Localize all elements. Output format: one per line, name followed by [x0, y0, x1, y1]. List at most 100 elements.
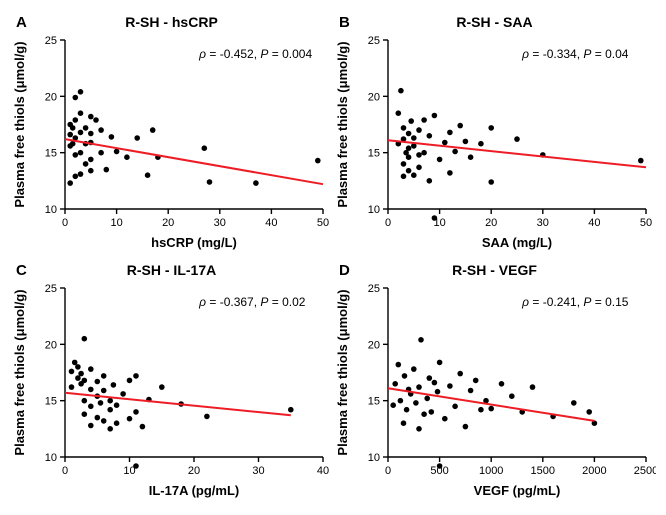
data-point: [442, 415, 448, 421]
data-point: [488, 405, 494, 411]
data-point: [107, 397, 113, 403]
data-point: [468, 387, 474, 393]
svg-text:20: 20: [45, 339, 57, 351]
x-label: hsCRP (mg/L): [151, 235, 237, 250]
data-point: [392, 381, 398, 387]
data-point: [67, 180, 73, 186]
data-point: [70, 125, 76, 131]
data-point: [159, 384, 165, 390]
data-point: [398, 397, 404, 403]
data-point: [88, 131, 94, 137]
data-point: [98, 127, 104, 133]
data-point: [571, 400, 577, 406]
data-point: [427, 133, 433, 139]
data-point: [421, 117, 427, 123]
svg-text:25: 25: [368, 283, 380, 295]
data-point: [452, 149, 458, 155]
trend-line: [388, 140, 646, 167]
data-point: [82, 335, 88, 341]
data-point: [73, 174, 79, 180]
data-point: [83, 125, 89, 131]
panel-title: R-SH - hsCRP: [10, 14, 333, 30]
data-point: [406, 131, 412, 137]
data-point: [457, 123, 463, 129]
data-point: [150, 127, 156, 133]
svg-text:30: 30: [252, 465, 264, 477]
data-point: [638, 158, 644, 164]
data-point: [78, 150, 84, 156]
data-point: [145, 172, 151, 178]
data-point: [88, 386, 94, 392]
svg-text:30: 30: [537, 217, 549, 229]
svg-text:10: 10: [45, 452, 57, 464]
svg-text:10: 10: [45, 204, 57, 216]
data-point: [88, 157, 94, 163]
svg-text:1000: 1000: [479, 465, 503, 477]
panel-C: C R-SH - IL-17A 0 10 20 30 40 10 15 20 2…: [10, 258, 333, 506]
data-point: [401, 125, 407, 131]
data-point: [69, 368, 75, 374]
panel-D: D R-SH - VEGF 0 500 1000 1500 2000 2500 …: [333, 258, 656, 506]
data-point: [447, 383, 453, 389]
data-point: [107, 426, 113, 432]
data-point: [401, 161, 407, 167]
y-label: Plasma free thiols (μmol/g): [12, 289, 27, 455]
data-point: [416, 152, 422, 158]
data-point: [442, 140, 448, 146]
svg-text:40: 40: [317, 465, 329, 477]
svg-text:10: 10: [368, 452, 380, 464]
data-point: [406, 145, 412, 151]
data-point: [401, 420, 407, 426]
data-point: [586, 409, 592, 415]
panel-B: B R-SH - SAA 0 10 20 30 40 50 10 15 20 2…: [333, 10, 656, 258]
data-point: [78, 110, 84, 116]
svg-text:30: 30: [214, 217, 226, 229]
data-point: [416, 384, 422, 390]
data-point: [514, 136, 520, 142]
data-point: [437, 463, 443, 469]
data-point: [134, 135, 140, 141]
data-point: [95, 378, 101, 384]
data-point: [109, 134, 115, 140]
data-point: [101, 418, 107, 424]
data-point: [478, 141, 484, 147]
data-point: [416, 426, 422, 432]
data-point: [124, 154, 130, 160]
data-point: [530, 384, 536, 390]
data-point: [424, 395, 430, 401]
chart-grid: A R-SH - hsCRP 0 10 20 30 40 50 10 15 20…: [10, 10, 656, 505]
data-point: [390, 402, 396, 408]
data-point: [421, 411, 427, 417]
data-point: [315, 158, 321, 164]
data-point: [140, 423, 146, 429]
data-point: [457, 370, 463, 376]
data-point: [402, 373, 408, 379]
svg-text:20: 20: [188, 465, 200, 477]
svg-text:0: 0: [62, 465, 68, 477]
data-point: [127, 415, 133, 421]
data-point: [406, 168, 412, 174]
data-point: [104, 167, 110, 173]
data-point: [468, 154, 474, 160]
data-point: [427, 178, 433, 184]
data-point: [73, 95, 79, 101]
svg-text:25: 25: [45, 35, 57, 47]
data-point: [401, 174, 407, 180]
data-point: [488, 179, 494, 185]
stats-text: ρ = -0.452, P = 0.004: [198, 47, 312, 61]
trend-line: [388, 388, 594, 421]
data-point: [133, 463, 139, 469]
data-point: [88, 366, 94, 372]
y-label: Plasma free thiols (μmol/g): [335, 41, 350, 207]
svg-text:20: 20: [485, 217, 497, 229]
data-point: [408, 118, 414, 124]
data-point: [101, 373, 107, 379]
data-point: [114, 402, 120, 408]
data-point: [127, 377, 133, 383]
y-label: Plasma free thiols (μmol/g): [12, 41, 27, 207]
data-point: [418, 337, 424, 343]
y-label: Plasma free thiols (μmol/g): [335, 289, 350, 455]
data-point: [98, 150, 104, 156]
data-point: [95, 414, 101, 420]
data-point: [82, 377, 88, 383]
